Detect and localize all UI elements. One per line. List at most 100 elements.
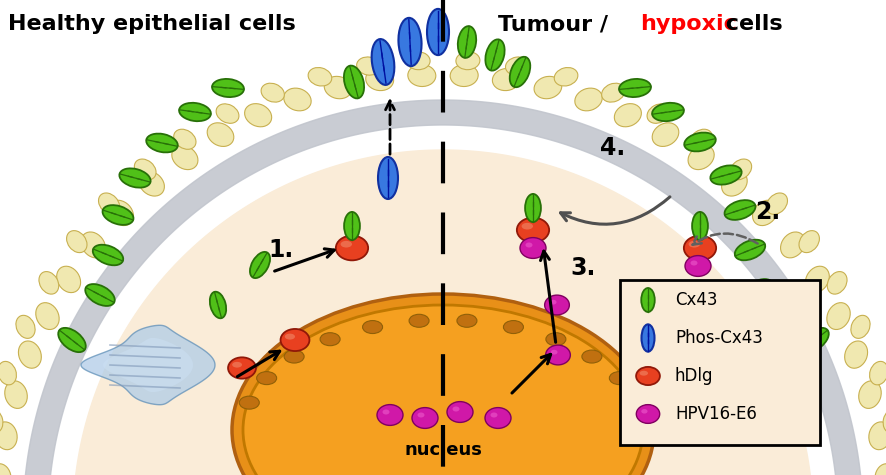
- Ellipse shape: [800, 328, 828, 352]
- Ellipse shape: [280, 329, 309, 351]
- Ellipse shape: [216, 104, 238, 124]
- Ellipse shape: [519, 238, 546, 258]
- Ellipse shape: [344, 212, 360, 240]
- Text: hypoxic: hypoxic: [640, 14, 736, 34]
- Ellipse shape: [766, 193, 787, 214]
- Text: cells: cells: [717, 14, 781, 34]
- Ellipse shape: [0, 409, 3, 433]
- Ellipse shape: [683, 236, 715, 260]
- Text: 4.: 4.: [599, 136, 625, 160]
- Ellipse shape: [320, 332, 339, 346]
- Ellipse shape: [882, 409, 886, 433]
- Ellipse shape: [689, 129, 711, 149]
- Ellipse shape: [377, 157, 398, 199]
- Text: 1.: 1.: [268, 238, 293, 262]
- Ellipse shape: [618, 79, 650, 97]
- Ellipse shape: [804, 266, 828, 293]
- Text: nucleus: nucleus: [404, 441, 481, 459]
- Ellipse shape: [146, 133, 177, 152]
- Ellipse shape: [362, 321, 382, 333]
- Ellipse shape: [243, 305, 642, 475]
- Ellipse shape: [103, 205, 133, 225]
- Ellipse shape: [4, 381, 27, 408]
- Ellipse shape: [134, 159, 156, 180]
- Text: HPV16-E6: HPV16-E6: [674, 405, 756, 423]
- Ellipse shape: [245, 104, 271, 127]
- Ellipse shape: [827, 272, 846, 294]
- Polygon shape: [23, 100, 862, 475]
- Ellipse shape: [284, 88, 311, 111]
- Ellipse shape: [417, 412, 424, 418]
- Ellipse shape: [858, 381, 881, 408]
- Ellipse shape: [509, 57, 530, 87]
- Ellipse shape: [688, 241, 699, 247]
- Ellipse shape: [456, 314, 477, 327]
- Ellipse shape: [691, 212, 707, 240]
- Ellipse shape: [39, 272, 58, 294]
- Ellipse shape: [408, 65, 435, 86]
- Ellipse shape: [721, 171, 746, 196]
- Ellipse shape: [710, 165, 741, 185]
- Ellipse shape: [377, 405, 402, 426]
- Ellipse shape: [545, 332, 565, 346]
- Ellipse shape: [408, 314, 429, 327]
- Ellipse shape: [35, 303, 59, 330]
- Ellipse shape: [843, 341, 867, 368]
- Ellipse shape: [517, 218, 548, 242]
- Ellipse shape: [826, 303, 850, 330]
- Ellipse shape: [371, 39, 394, 85]
- Ellipse shape: [751, 200, 777, 226]
- Ellipse shape: [457, 26, 476, 58]
- Ellipse shape: [729, 159, 750, 180]
- Ellipse shape: [614, 104, 641, 127]
- Ellipse shape: [450, 65, 478, 86]
- Ellipse shape: [406, 52, 430, 70]
- Ellipse shape: [635, 405, 659, 423]
- Ellipse shape: [174, 129, 196, 149]
- Ellipse shape: [455, 52, 479, 70]
- Ellipse shape: [340, 241, 352, 247]
- Ellipse shape: [260, 83, 284, 102]
- Text: 2.: 2.: [754, 200, 780, 224]
- Text: hDlg: hDlg: [674, 367, 712, 385]
- Ellipse shape: [57, 266, 81, 293]
- Ellipse shape: [609, 371, 629, 385]
- Ellipse shape: [525, 194, 540, 222]
- Ellipse shape: [232, 362, 242, 368]
- Ellipse shape: [550, 350, 557, 354]
- Ellipse shape: [365, 68, 393, 91]
- Ellipse shape: [382, 409, 389, 415]
- Ellipse shape: [398, 18, 421, 66]
- Ellipse shape: [549, 300, 556, 304]
- Ellipse shape: [284, 350, 304, 363]
- Ellipse shape: [646, 104, 669, 124]
- Ellipse shape: [452, 407, 459, 411]
- Ellipse shape: [336, 236, 368, 260]
- Ellipse shape: [601, 83, 625, 102]
- FancyBboxPatch shape: [619, 280, 819, 445]
- Ellipse shape: [98, 193, 120, 214]
- Ellipse shape: [492, 68, 520, 91]
- Ellipse shape: [138, 171, 164, 196]
- Ellipse shape: [688, 145, 713, 170]
- Ellipse shape: [742, 279, 772, 301]
- Ellipse shape: [635, 367, 659, 385]
- Polygon shape: [81, 325, 214, 405]
- Ellipse shape: [651, 123, 678, 146]
- Text: Phos-Cx43: Phos-Cx43: [674, 329, 762, 347]
- Ellipse shape: [734, 240, 765, 260]
- Ellipse shape: [525, 243, 532, 247]
- Ellipse shape: [641, 324, 654, 352]
- Ellipse shape: [689, 260, 696, 266]
- Ellipse shape: [239, 396, 259, 409]
- Ellipse shape: [0, 361, 17, 385]
- Ellipse shape: [641, 409, 647, 414]
- Text: Cx43: Cx43: [674, 291, 717, 309]
- Ellipse shape: [503, 321, 523, 333]
- Ellipse shape: [19, 341, 42, 368]
- Ellipse shape: [581, 350, 602, 363]
- Ellipse shape: [683, 133, 715, 152]
- Ellipse shape: [684, 256, 711, 276]
- Ellipse shape: [0, 422, 17, 450]
- Ellipse shape: [212, 79, 244, 97]
